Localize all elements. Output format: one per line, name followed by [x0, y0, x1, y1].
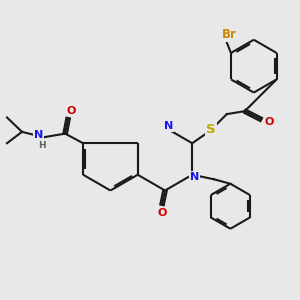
- Text: S: S: [206, 123, 216, 136]
- Text: H: H: [38, 141, 46, 150]
- Text: N: N: [34, 130, 43, 140]
- Text: N: N: [190, 172, 199, 182]
- Text: O: O: [67, 106, 76, 116]
- Text: Br: Br: [222, 28, 237, 41]
- Text: O: O: [157, 208, 167, 218]
- Text: N: N: [164, 121, 173, 131]
- Text: O: O: [265, 117, 274, 127]
